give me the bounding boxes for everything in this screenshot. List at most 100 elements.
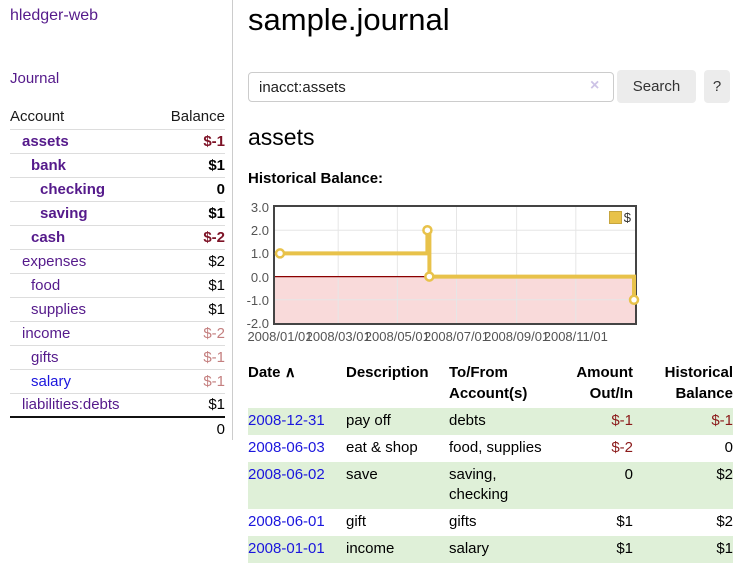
transaction-balance: $1: [716, 540, 733, 557]
account-link-saving[interactable]: saving: [40, 204, 88, 222]
sort-ascending-icon: ∧: [284, 364, 296, 381]
y-tick-label: 1.0: [250, 246, 269, 262]
column-header-date[interactable]: Date ∧: [248, 364, 296, 381]
transaction-row: 2008-12-31 pay off debts $-1 $-1: [248, 408, 733, 435]
transaction-accounts: saving, checking: [449, 466, 509, 503]
accounts-table-header: Account Balance: [10, 105, 225, 129]
account-row-salary: salary $-1: [10, 368, 225, 393]
transaction-accounts: gifts: [449, 513, 477, 530]
account-row-bank: bank $1: [10, 152, 225, 177]
account-link-checking[interactable]: checking: [40, 180, 106, 198]
transaction-accounts: salary: [449, 540, 490, 557]
transaction-description: pay off: [346, 412, 391, 429]
account-row-supplies: supplies $1: [10, 296, 225, 321]
y-tick-label: 2.0: [250, 223, 269, 239]
account-row-checking: checking 0: [10, 176, 225, 201]
column-header-description: Description: [346, 364, 429, 381]
transaction-date-link[interactable]: 2008-12-31: [248, 412, 325, 429]
transaction-row: 2008-06-01 gift gifts $1 $2: [248, 509, 733, 536]
legend-swatch-icon: [608, 211, 622, 224]
y-tick-label: 3.0: [250, 200, 269, 215]
search-input[interactable]: [248, 72, 614, 102]
account-link-supplies[interactable]: supplies: [31, 300, 87, 318]
search-bar: × Search ?: [248, 70, 730, 104]
transaction-accounts: food, supplies: [449, 439, 542, 456]
sidebar: hledger-web Journal Account Balance asse…: [0, 0, 233, 441]
account-balance: $1: [153, 200, 225, 225]
transaction-amount: 0: [624, 466, 633, 483]
chart-x-axis-labels: 2008/01/01 2008/03/01 2008/05/01 2008/07/01…: [240, 329, 720, 347]
account-link-salary[interactable]: salary: [31, 372, 72, 390]
brand-link[interactable]: hledger-web: [10, 7, 99, 24]
chart-legend: $: [608, 210, 631, 225]
account-link-bank[interactable]: bank: [31, 156, 67, 174]
register-header-row: Date ∧ Description To/From Account(s) Am…: [248, 362, 733, 408]
transaction-description: eat & shop: [346, 439, 418, 456]
chart-y-axis-labels: 3.0 2.0 1.0 0.0 -1.0 -2.0: [240, 201, 269, 330]
transaction-date-link[interactable]: 2008-06-03: [248, 439, 325, 456]
accounts-total-value: 0: [153, 416, 225, 441]
chart-title: Historical Balance:: [248, 170, 384, 187]
page-title: sample.journal: [248, 2, 450, 37]
transaction-accounts: debts: [449, 412, 486, 429]
account-row-income: income $-2: [10, 320, 225, 345]
account-row-liabilities-debts: liabilities:debts $1: [10, 392, 225, 417]
help-button[interactable]: ?: [704, 70, 730, 103]
column-header-balance: Historical Balance: [664, 364, 733, 402]
search-button[interactable]: Search: [617, 70, 696, 103]
column-header-accounts: To/From Account(s): [449, 364, 528, 402]
accounts-header-balance: Balance: [170, 108, 225, 126]
transaction-amount: $-2: [611, 439, 633, 456]
x-tick-label: 2008/11/01: [543, 329, 608, 344]
transaction-date-link[interactable]: 2008-01-01: [248, 540, 325, 557]
account-balance: $1: [153, 296, 225, 321]
account-row-expenses: expenses $2: [10, 248, 225, 273]
transaction-date-link[interactable]: 2008-06-01: [248, 513, 325, 530]
account-balance: $-1: [153, 368, 225, 393]
transaction-amount: $1: [616, 513, 633, 530]
account-balance: $-2: [153, 224, 225, 249]
transaction-row: 2008-01-01 income salary $1 $1: [248, 536, 733, 563]
transaction-balance: $2: [716, 513, 733, 530]
sidebar-item-journal[interactable]: Journal: [10, 70, 60, 87]
account-row-gifts: gifts $-1: [10, 344, 225, 369]
account-heading: assets: [248, 124, 315, 150]
transaction-balance: $2: [716, 466, 733, 483]
x-tick-label: 2008/07/01: [423, 329, 490, 344]
accounts-total-row: 0: [10, 416, 225, 441]
transaction-amount: $1: [616, 540, 633, 557]
account-balance: $1: [153, 272, 225, 297]
transaction-amount: $-1: [611, 412, 633, 429]
account-link-cash[interactable]: cash: [31, 228, 66, 246]
chart-canvas: [274, 207, 640, 323]
account-link-expenses[interactable]: expenses: [22, 252, 87, 270]
historical-balance-chart: 3.0 2.0 1.0 0.0 -1.0 -2.0 $ 2008/01/01 2008/03…: [240, 201, 720, 350]
account-link-gifts[interactable]: gifts: [31, 348, 59, 366]
x-tick-label: 2008/03/01: [305, 329, 371, 344]
account-link-income[interactable]: income: [22, 324, 71, 342]
account-row-food: food $1: [10, 272, 225, 297]
account-balance: 0: [153, 176, 225, 201]
account-balance: $-2: [153, 320, 225, 345]
y-tick-label: -2.0: [246, 316, 269, 331]
register-table: Date ∧ Description To/From Account(s) Am…: [248, 362, 733, 563]
account-balance: $1: [153, 152, 225, 177]
transaction-description: save: [346, 466, 378, 483]
account-link-food[interactable]: food: [31, 276, 61, 294]
account-balance: $1: [153, 392, 225, 417]
account-link-assets[interactable]: assets: [22, 132, 69, 150]
account-balance: $2: [153, 248, 225, 273]
accounts-header-account: Account: [10, 108, 65, 126]
account-balance: $-1: [153, 128, 225, 153]
chart-plot-area: $: [273, 205, 640, 325]
account-row-cash: cash $-2: [10, 224, 225, 249]
clear-search-icon[interactable]: ×: [590, 77, 600, 94]
account-row-saving: saving $1: [10, 200, 225, 225]
transaction-balance: $-1: [711, 412, 733, 429]
transaction-date-link[interactable]: 2008-06-02: [248, 466, 325, 483]
account-balance: $-1: [153, 344, 225, 369]
transaction-row: 2008-06-02 save saving, checking 0 $2: [248, 462, 733, 509]
account-link-liabilities-debts[interactable]: liabilities:debts: [22, 396, 120, 414]
account-row-assets: assets $-1: [10, 128, 225, 153]
